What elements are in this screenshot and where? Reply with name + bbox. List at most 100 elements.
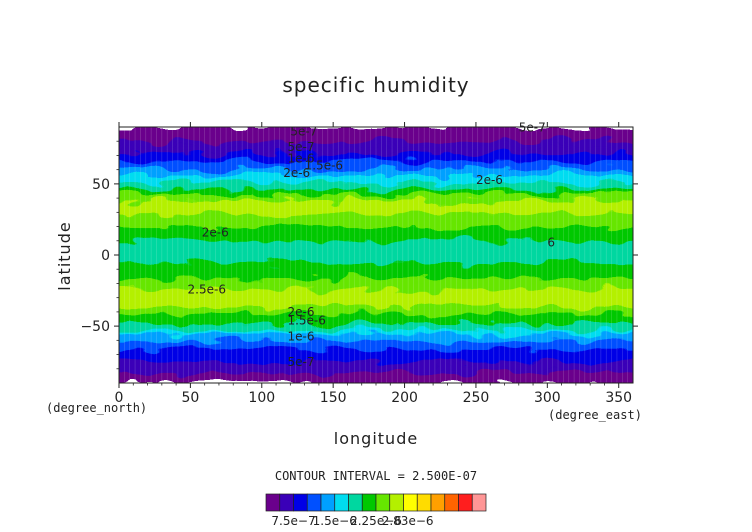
contour-band <box>119 172 633 176</box>
colorbar-tick-label: 2.25e−6 <box>350 514 402 528</box>
contour-band <box>119 261 633 265</box>
contour-band <box>119 227 633 231</box>
contour-band <box>119 290 633 293</box>
contour-band <box>119 256 633 260</box>
contour-band <box>119 375 633 379</box>
contour-band <box>119 275 633 279</box>
x-axis-label: longitude <box>334 429 418 448</box>
contour-band <box>119 306 633 309</box>
contour-band <box>119 131 633 135</box>
contour-band <box>119 298 633 302</box>
contour-label: 2e-6 <box>287 305 314 319</box>
contour-label: 1e-6 <box>287 329 314 343</box>
contour-band <box>119 204 633 208</box>
colorbar-swatch <box>416 493 432 512</box>
contour-band <box>119 322 633 325</box>
contour-band <box>119 348 633 352</box>
contour-band <box>119 179 633 183</box>
contour-band <box>119 323 633 327</box>
contour-label: 2e-6 <box>283 166 310 180</box>
contour-band <box>119 378 633 382</box>
contour-band <box>119 282 633 286</box>
contour-band <box>119 327 633 331</box>
contour-band <box>119 266 633 270</box>
contour-band <box>119 213 633 217</box>
contour-band <box>119 222 633 226</box>
contour-band <box>119 211 633 215</box>
colorbar-swatch <box>430 493 446 512</box>
contour-band <box>119 242 633 245</box>
contour-band <box>119 185 633 188</box>
contour-interval-text: CONTOUR INTERVAL = 2.500E-07 <box>275 469 477 483</box>
contour-band <box>119 318 633 322</box>
contour-band <box>119 361 633 364</box>
contour-band <box>119 370 633 373</box>
contour-band <box>119 334 633 338</box>
contour-band <box>119 188 633 192</box>
contour-band <box>119 167 633 171</box>
x-tick-label: 350 <box>605 390 632 406</box>
contour-band <box>119 371 633 375</box>
contour-band <box>119 291 633 295</box>
contour-band <box>119 208 633 212</box>
contour-band <box>119 137 633 140</box>
contour-band <box>119 346 633 350</box>
colorbar-swatch <box>444 493 459 512</box>
contour-label: 1.5e-6 <box>305 159 343 173</box>
contour-band <box>119 176 633 180</box>
contour-band <box>119 268 633 272</box>
contour-band <box>119 236 633 240</box>
contour-band <box>119 279 633 283</box>
contour-band <box>119 197 633 201</box>
colorbar-swatch <box>265 493 281 512</box>
contour-band <box>119 270 633 274</box>
colorbar-swatch <box>293 493 308 512</box>
contour-label: 1.5e-6 <box>287 314 325 328</box>
contour-band <box>119 263 633 267</box>
contour-band <box>119 210 633 213</box>
contour-band <box>119 295 633 299</box>
contour-band <box>119 297 633 300</box>
contour-band <box>119 178 633 181</box>
plot-area: 5e-7 5e-75e-71e-61.5e-62e-62e-62e-662.5e-… <box>118 120 634 384</box>
contour-band <box>119 366 633 370</box>
contour-band <box>119 362 633 366</box>
contour-band <box>119 307 633 311</box>
colorbar-tick-label: 7.5e−7 <box>271 514 315 528</box>
contour-band <box>119 341 633 345</box>
contour-band <box>119 149 633 153</box>
contour-label: 2.5e-6 <box>188 282 226 296</box>
contour-band <box>119 156 633 160</box>
contour-band <box>119 293 633 297</box>
contour-band <box>119 350 633 354</box>
contour-band <box>119 247 633 251</box>
contour-label: 6 <box>547 235 555 249</box>
contour-band <box>119 316 633 320</box>
contour-band <box>119 281 633 284</box>
contour-band <box>119 302 633 306</box>
contour-band <box>119 199 633 203</box>
contour-band <box>119 243 633 247</box>
colorbar-swatch <box>348 493 363 512</box>
contour-band <box>119 314 633 318</box>
colorbar <box>265 493 487 512</box>
y-tick-label: 0 <box>101 248 110 264</box>
contour-band <box>119 130 633 133</box>
contour-band <box>119 311 633 315</box>
contour-band <box>119 194 633 197</box>
x-tick-label: 50 <box>181 390 199 406</box>
x-tick-label: 150 <box>320 390 347 406</box>
contour-band <box>119 201 633 204</box>
contour-band <box>119 174 633 178</box>
contour-band <box>119 240 633 244</box>
colorbar-swatch <box>361 493 377 512</box>
contour-band <box>119 357 633 361</box>
contour-band <box>119 138 633 142</box>
colorbar-swatch <box>471 493 487 512</box>
contour-band <box>119 170 633 174</box>
x-axis: 0 50 100 150 200 250 300 350 <box>115 122 632 406</box>
contour-band <box>119 320 633 324</box>
contour-label: 1e-6 <box>287 152 314 166</box>
contour-band <box>119 345 633 348</box>
